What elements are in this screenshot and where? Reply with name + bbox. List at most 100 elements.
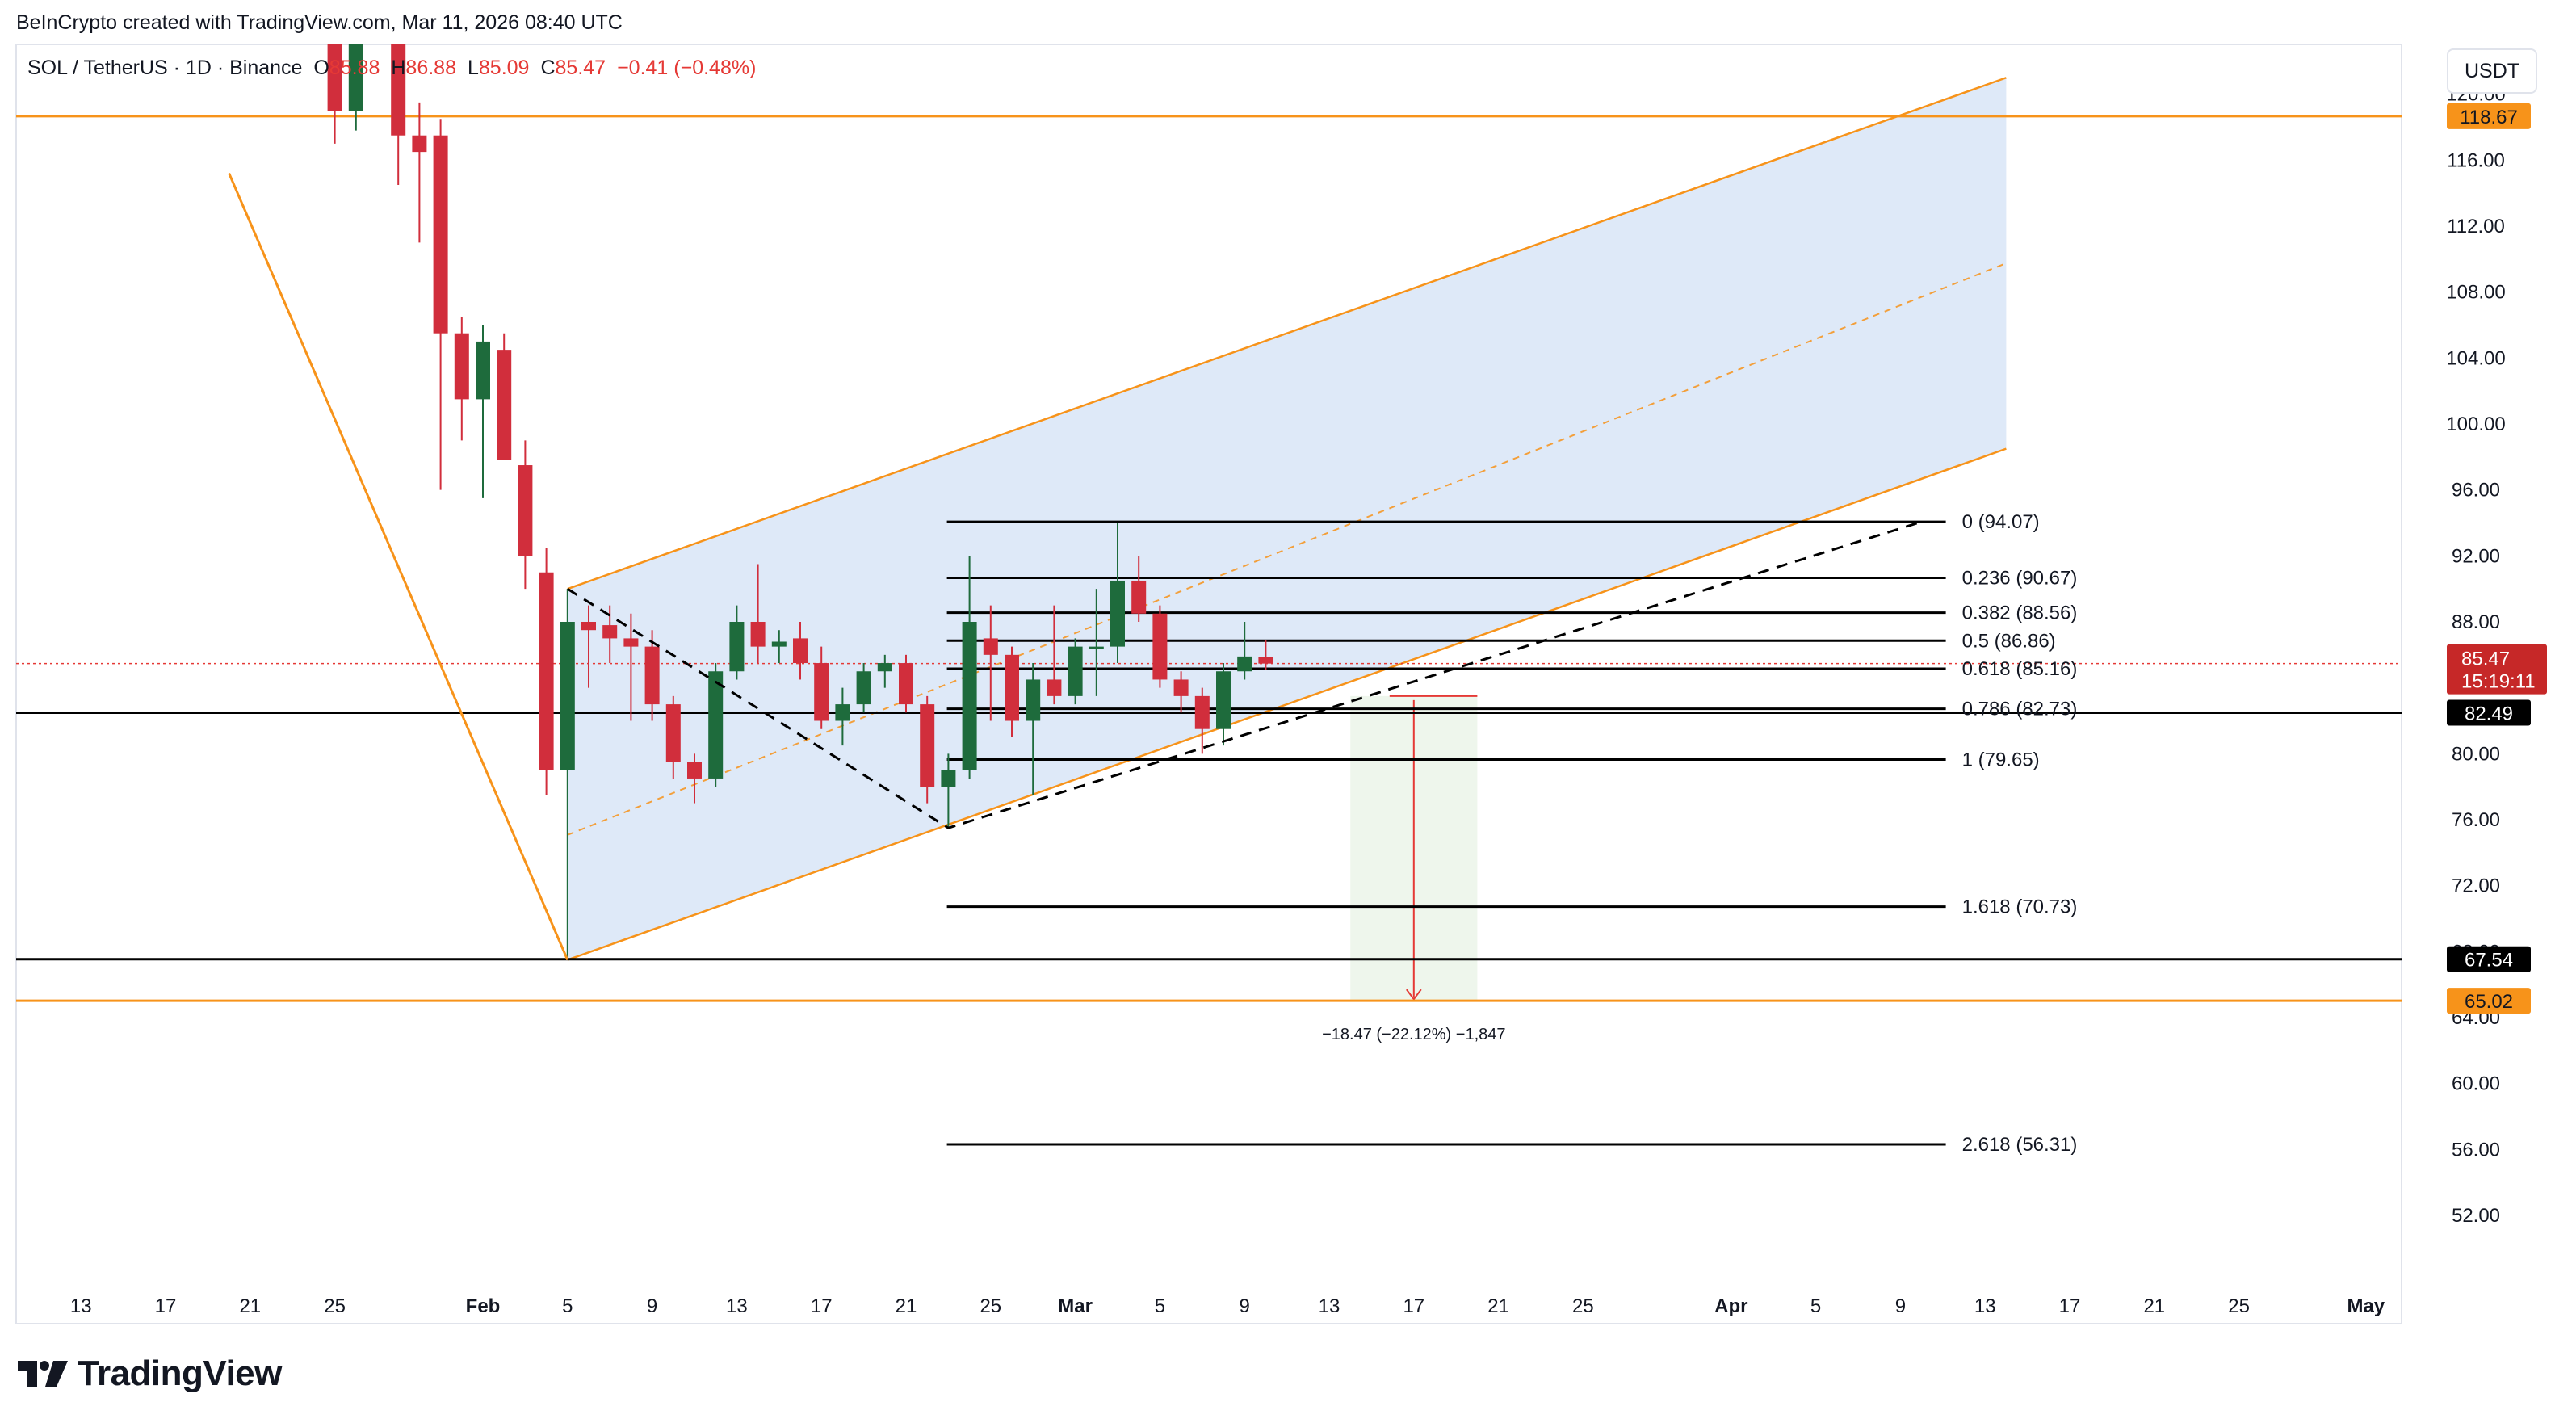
fib-label-6: 1 (79.65) xyxy=(1962,749,2040,770)
candle-2026-03-04 xyxy=(1131,556,1147,622)
candle-2026-02-03 xyxy=(518,440,533,590)
low-value: 85.09 xyxy=(478,57,530,79)
candle-2026-02-12 xyxy=(708,663,724,787)
x-tick-label-3: 25 xyxy=(324,1295,346,1317)
fibonacci-layer: 0 (94.07) 0.236 (90.67) 0.382 (88.56) 0.5 (… xyxy=(946,511,2078,1156)
candle-body xyxy=(962,622,977,770)
level-tag-label-0: 118.67 xyxy=(2460,107,2518,128)
level-tag-label-1: 82.49 xyxy=(2465,703,2513,724)
current-price-tag-label: 85.47 xyxy=(2461,649,2510,670)
candle-2026-02-09 xyxy=(644,630,660,721)
candle-body xyxy=(454,333,469,400)
candle-body xyxy=(856,671,871,705)
x-tick-label-0: 13 xyxy=(70,1295,92,1317)
candle-2026-02-10 xyxy=(665,695,681,779)
candle-body xyxy=(793,638,808,664)
candle-2026-03-07 xyxy=(1194,687,1210,754)
candle-body xyxy=(1005,654,1019,721)
candle-2026-02-27 xyxy=(1026,663,1041,795)
y-tick-label-96: 96.00 xyxy=(2452,480,2500,502)
candle-2026-02-18 xyxy=(835,687,850,746)
attribution-text: BeInCrypto created with TradingView.com,… xyxy=(16,11,623,34)
x-tick-label-9: 21 xyxy=(896,1295,917,1317)
change-value: −0.41 (−0.48%) xyxy=(617,57,757,79)
y-tick-label-92: 92.00 xyxy=(2452,545,2500,567)
level-tag-label-2: 67.54 xyxy=(2465,950,2513,972)
currency-button[interactable]: USDT xyxy=(2447,48,2537,94)
x-tick-label-2: 21 xyxy=(239,1295,261,1317)
candle-2026-02-25 xyxy=(983,605,998,721)
x-tick-label-16: 21 xyxy=(1487,1295,1509,1317)
measure-arrowhead xyxy=(1406,989,1422,1001)
x-tick-label-8: 17 xyxy=(811,1295,833,1317)
level-tag-label-3: 65.02 xyxy=(2465,991,2513,1013)
candle-body xyxy=(1047,679,1062,696)
drop-leg-line xyxy=(228,172,569,961)
y-tick-label-72: 72.00 xyxy=(2452,875,2500,897)
candle-2026-01-26 xyxy=(348,44,363,131)
y-tick-label-100: 100.00 xyxy=(2446,413,2505,435)
candle-2026-02-14 xyxy=(750,564,766,664)
x-tick-label-24: 25 xyxy=(2228,1295,2250,1317)
current-price-tag xyxy=(2447,644,2547,695)
y-tick-label-60: 60.00 xyxy=(2452,1073,2500,1095)
candle-body xyxy=(348,44,363,111)
x-tick-label-20: 9 xyxy=(1895,1295,1906,1317)
tradingview-logo-icon xyxy=(18,1361,68,1387)
candle-2026-03-02 xyxy=(1089,589,1104,696)
high-value: 86.88 xyxy=(405,57,456,79)
zigzag-dashed-line xyxy=(567,520,1923,829)
x-tick-label-19: 5 xyxy=(1810,1295,1821,1317)
candle-2026-01-30 xyxy=(433,119,448,490)
fib-label-1: 0.236 (90.67) xyxy=(1962,567,2078,589)
candle-2026-03-10 xyxy=(1258,640,1273,670)
candle-body xyxy=(835,704,850,721)
measure-layer: −18.47 (−22.12%) −1,847 xyxy=(1322,695,1506,1043)
x-tick-label-4: Feb xyxy=(466,1295,501,1317)
x-tick-label-14: 13 xyxy=(1319,1295,1340,1317)
level-tag-0 xyxy=(2447,103,2531,129)
candle-2026-02-23 xyxy=(941,753,956,829)
candle-2026-02-01 xyxy=(476,325,490,498)
x-tick-label-15: 17 xyxy=(1403,1295,1424,1317)
symbol-name: SOL / TetherUS · 1D · Binance xyxy=(27,57,303,79)
candle-body xyxy=(1237,656,1252,672)
candle-body xyxy=(899,663,913,705)
candle-2026-02-24 xyxy=(962,556,977,779)
candle-2026-02-05 xyxy=(560,589,575,960)
candle-body xyxy=(750,622,766,647)
x-tick-label-1: 17 xyxy=(155,1295,177,1317)
channel-upper-line xyxy=(567,77,2007,590)
candle-2026-02-21 xyxy=(899,654,913,713)
trendlines-layer xyxy=(228,172,1923,961)
candle-2026-02-11 xyxy=(687,753,702,804)
x-tick-label-18: Apr xyxy=(1714,1295,1747,1317)
candle-body xyxy=(729,622,745,672)
candle-2026-01-25 xyxy=(327,44,342,144)
fib-label-8: 2.618 (56.31) xyxy=(1962,1134,2078,1156)
candle-2026-02-19 xyxy=(856,663,871,713)
y-tick-label-76: 76.00 xyxy=(2452,809,2500,831)
high-label: H xyxy=(391,57,406,79)
candle-2026-03-09 xyxy=(1237,622,1252,680)
channel-lower-line xyxy=(567,447,2007,961)
candle-body xyxy=(433,135,448,334)
candle-2026-02-06 xyxy=(581,605,596,688)
candle-body xyxy=(1089,646,1104,649)
fib-label-5: 0.786 (82.73) xyxy=(1962,699,2078,720)
candle-body xyxy=(476,341,490,400)
candle-body xyxy=(1152,613,1168,680)
fib-label-3: 0.5 (86.86) xyxy=(1962,630,2056,652)
x-tick-label-13: 9 xyxy=(1240,1295,1250,1317)
candle-2026-03-08 xyxy=(1216,663,1231,746)
time-axis[interactable]: 13 17 21 25 Feb 5 9 13 17 21 25 Mar 5 9 13 17 21 25 Apr 5 9 1… xyxy=(70,1295,2385,1317)
fib-label-2: 0.382 (88.56) xyxy=(1962,602,2078,624)
tradingview-wordmark: TradingView xyxy=(78,1354,282,1393)
x-tick-label-22: 17 xyxy=(2059,1295,2081,1317)
candle-2026-02-26 xyxy=(1005,646,1019,737)
x-tick-label-21: 13 xyxy=(1974,1295,1996,1317)
close-label: C xyxy=(540,57,556,79)
candle-body xyxy=(539,572,554,770)
y-tick-label-112: 112.00 xyxy=(2447,216,2505,237)
